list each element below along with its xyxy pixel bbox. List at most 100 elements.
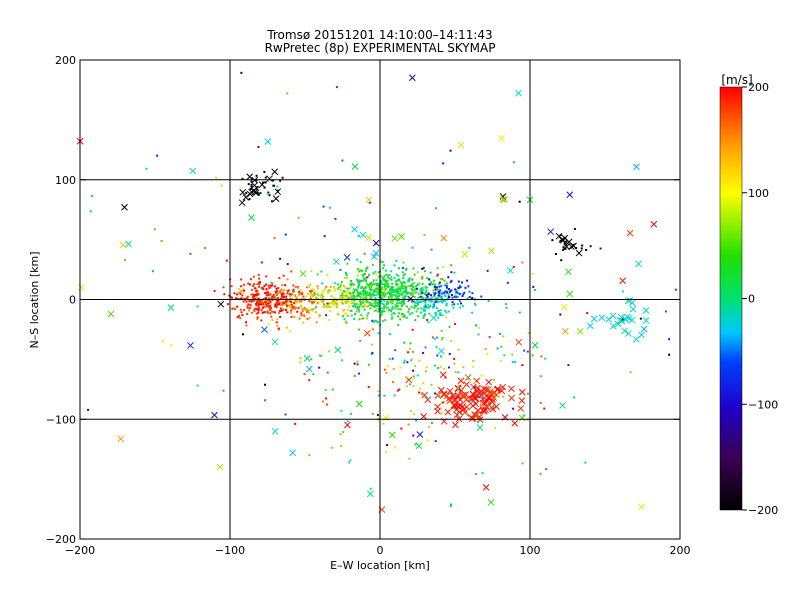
data-point [276,324,279,327]
data-point [402,302,405,305]
data-point-cross [642,307,650,314]
data-point [403,359,406,362]
data-point [279,310,282,313]
data-point [412,385,415,388]
data-point [480,403,483,406]
data-point [354,291,357,294]
data-point [343,300,346,303]
data-point [346,291,349,294]
data-point [264,301,267,304]
data-point [349,459,352,462]
data-point [422,297,425,300]
data-point [377,390,380,393]
data-point [390,278,393,281]
data-point [444,284,447,287]
data-point [358,296,361,299]
data-point [400,285,403,288]
data-point [442,299,445,302]
data-point [266,305,269,308]
data-point [402,287,405,290]
data-point [419,289,422,292]
data-point [416,374,419,377]
data-point [265,283,268,286]
data-point [345,274,348,277]
data-point [408,285,411,288]
data-point [254,287,257,290]
data-point [565,240,568,243]
data-point [340,359,343,362]
data-point [405,268,408,271]
data-point [255,304,258,307]
data-point [383,295,386,298]
data-point-cross [363,329,371,337]
data-point [293,302,296,305]
data-point [362,288,365,291]
data-point [367,386,370,389]
data-point [381,283,384,286]
data-point [357,280,360,283]
data-point [276,297,279,300]
data-point [381,296,384,299]
data-point [373,279,376,282]
data-point [668,338,671,341]
data-point [364,279,367,282]
data-point [275,301,278,304]
data-point [389,291,392,294]
data-point [350,309,353,312]
data-point [287,300,290,303]
data-point [420,292,423,295]
data-point [341,292,344,295]
data-point [252,293,255,296]
data-point [440,329,443,332]
data-point [245,324,248,327]
data-point [358,318,361,321]
data-point-cross [351,225,358,233]
data-point [424,270,427,273]
data-point-cross [473,411,481,419]
data-point [390,292,393,295]
data-point-cross [343,254,351,261]
data-point [621,290,624,293]
data-point [471,311,474,314]
data-point [402,284,405,287]
data-point [256,318,259,321]
data-point [283,288,286,291]
data-point [340,301,343,304]
data-point [382,289,385,292]
data-point [307,299,310,302]
data-point [521,261,524,264]
data-point-cross [398,233,405,240]
data-point [412,350,415,353]
data-point [299,357,302,360]
data-point [264,181,267,184]
data-point [451,296,454,299]
data-point-cross [242,194,250,201]
data-point-cross [451,397,459,405]
data-point [402,316,405,319]
data-point [373,306,376,309]
data-point [397,323,400,326]
data-point [391,294,394,297]
data-point [560,259,563,262]
data-point [375,282,378,285]
data-point [336,283,339,286]
data-point [403,361,406,364]
data-point-cross [493,403,500,410]
data-point [269,284,272,287]
data-point [395,283,398,286]
data-point-cross [217,300,225,308]
data-point [382,278,385,281]
data-point-cross [289,449,297,457]
data-point [474,303,477,306]
data-point [441,278,444,281]
data-point [308,454,311,457]
data-point-cross [107,310,115,318]
data-point [521,364,524,367]
data-point [402,313,405,316]
data-point [421,275,424,278]
data-point [399,308,402,311]
data-point [523,349,526,352]
data-point [160,239,163,242]
data-point [222,286,225,289]
data-point [170,344,173,347]
